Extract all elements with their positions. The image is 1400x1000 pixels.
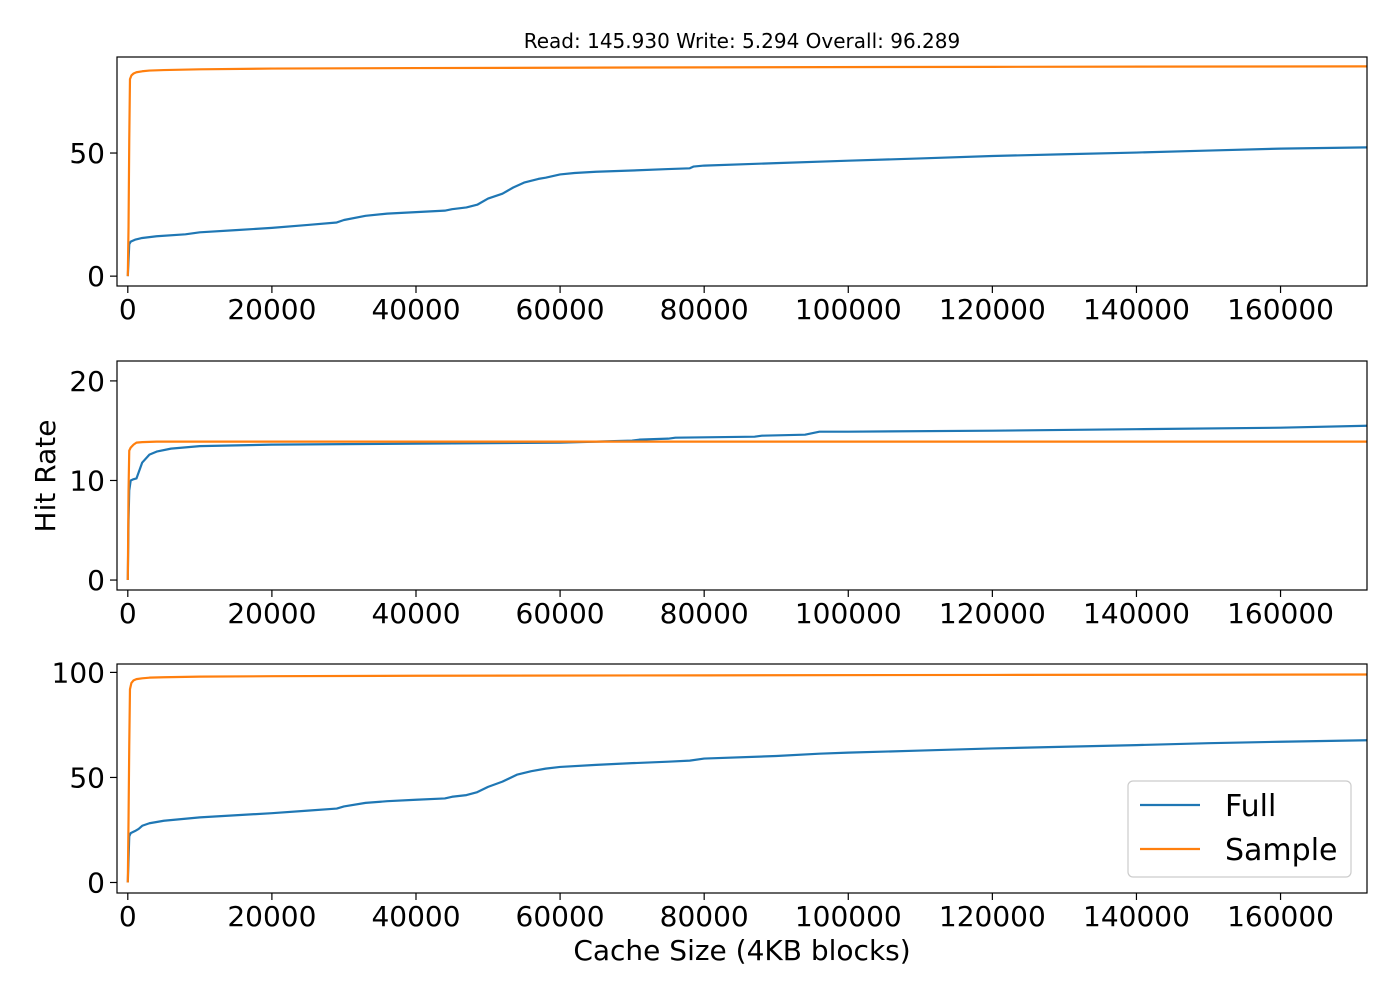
x-tick-label: 60000 (516, 293, 605, 326)
x-tick-label: 0 (119, 900, 137, 933)
y-tick-label: 10 (69, 464, 105, 497)
x-tick-label: 80000 (660, 597, 749, 630)
x-tick-label: 60000 (516, 900, 605, 933)
series-line-full (126, 739, 1367, 883)
y-tick-label: 0 (87, 866, 105, 899)
y-tick-label: 100 (52, 656, 105, 689)
x-tick-label: 80000 (660, 900, 749, 933)
series-line-sample (126, 65, 1367, 277)
y-tick-label: 20 (69, 365, 105, 398)
x-tick-label: 100000 (795, 900, 902, 933)
axes-frame (116, 663, 1368, 894)
axes-frame (116, 56, 1368, 287)
x-tick-label: 20000 (227, 293, 316, 326)
legend-label-sample: Sample (1225, 833, 1338, 868)
x-tick-label: 100000 (795, 293, 902, 326)
x-tick-label: 40000 (371, 293, 460, 326)
x-tick-label: 80000 (660, 293, 749, 326)
x-tick-label: 120000 (939, 900, 1046, 933)
panel-2: 0 20000 40000 60000 80000 100000 120000 140000 1… (69, 360, 1368, 630)
y-tick-label: 50 (69, 761, 105, 794)
panel-1: 0 20000 40000 60000 80000 100000 120000 140000 1… (69, 56, 1368, 326)
x-tick-label: 100000 (795, 597, 902, 630)
legend: Full Sample (1127, 780, 1352, 878)
series-line-full (126, 424, 1367, 581)
series-line-full (126, 146, 1367, 277)
figure-title: Read: 145.930 Write: 5.294 Overall: 96.2… (524, 29, 960, 53)
x-axis-label: Cache Size (4KB blocks) (573, 934, 910, 967)
x-tick-label: 20000 (227, 900, 316, 933)
y-tick-label: 0 (87, 260, 105, 293)
panels: 0 20000 40000 60000 80000 100000 120000 140000 1… (52, 56, 1368, 933)
y-tick-label: 50 (69, 137, 105, 170)
x-tick-label: 40000 (371, 900, 460, 933)
x-tick-label: 40000 (371, 597, 460, 630)
x-tick-label: 160000 (1227, 293, 1334, 326)
axes-frame (116, 360, 1368, 591)
x-tick-label: 160000 (1227, 900, 1334, 933)
y-tick-label: 0 (87, 564, 105, 597)
x-tick-label: 120000 (939, 597, 1046, 630)
x-tick-label: 0 (119, 597, 137, 630)
legend-label-full: Full (1225, 789, 1276, 824)
x-tick-label: 20000 (227, 597, 316, 630)
x-tick-label: 140000 (1083, 597, 1190, 630)
x-tick-label: 0 (119, 293, 137, 326)
series-line-sample (126, 673, 1367, 883)
x-tick-label: 160000 (1227, 597, 1334, 630)
panel-3: 0 20000 40000 60000 80000 100000 120000 140000 1… (52, 656, 1368, 933)
x-tick-label: 140000 (1083, 293, 1190, 326)
y-axis-label: Hit Rate (29, 420, 62, 533)
x-tick-label: 120000 (939, 293, 1046, 326)
series-line-sample (126, 440, 1367, 581)
x-tick-label: 140000 (1083, 900, 1190, 933)
x-tick-label: 60000 (516, 597, 605, 630)
